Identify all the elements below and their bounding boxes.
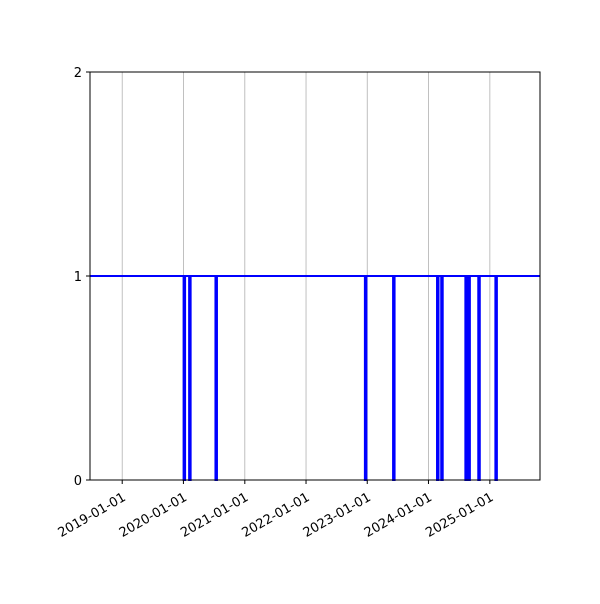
x-tick-label: 2024-01-01 [362, 490, 435, 541]
x-tick-label: 2025-01-01 [423, 490, 496, 541]
y-tick-label: 2 [74, 66, 82, 81]
y-tick-label: 1 [74, 270, 82, 285]
x-tick-label: 2021-01-01 [178, 490, 251, 541]
x-tick-label: 2020-01-01 [117, 490, 190, 541]
x-tick-label: 2022-01-01 [239, 490, 312, 541]
x-tick-label: 2019-01-01 [56, 490, 129, 541]
y-tick-label: 0 [74, 474, 82, 489]
series-line [90, 275, 540, 481]
x-tick-label: 2023-01-01 [301, 490, 374, 541]
